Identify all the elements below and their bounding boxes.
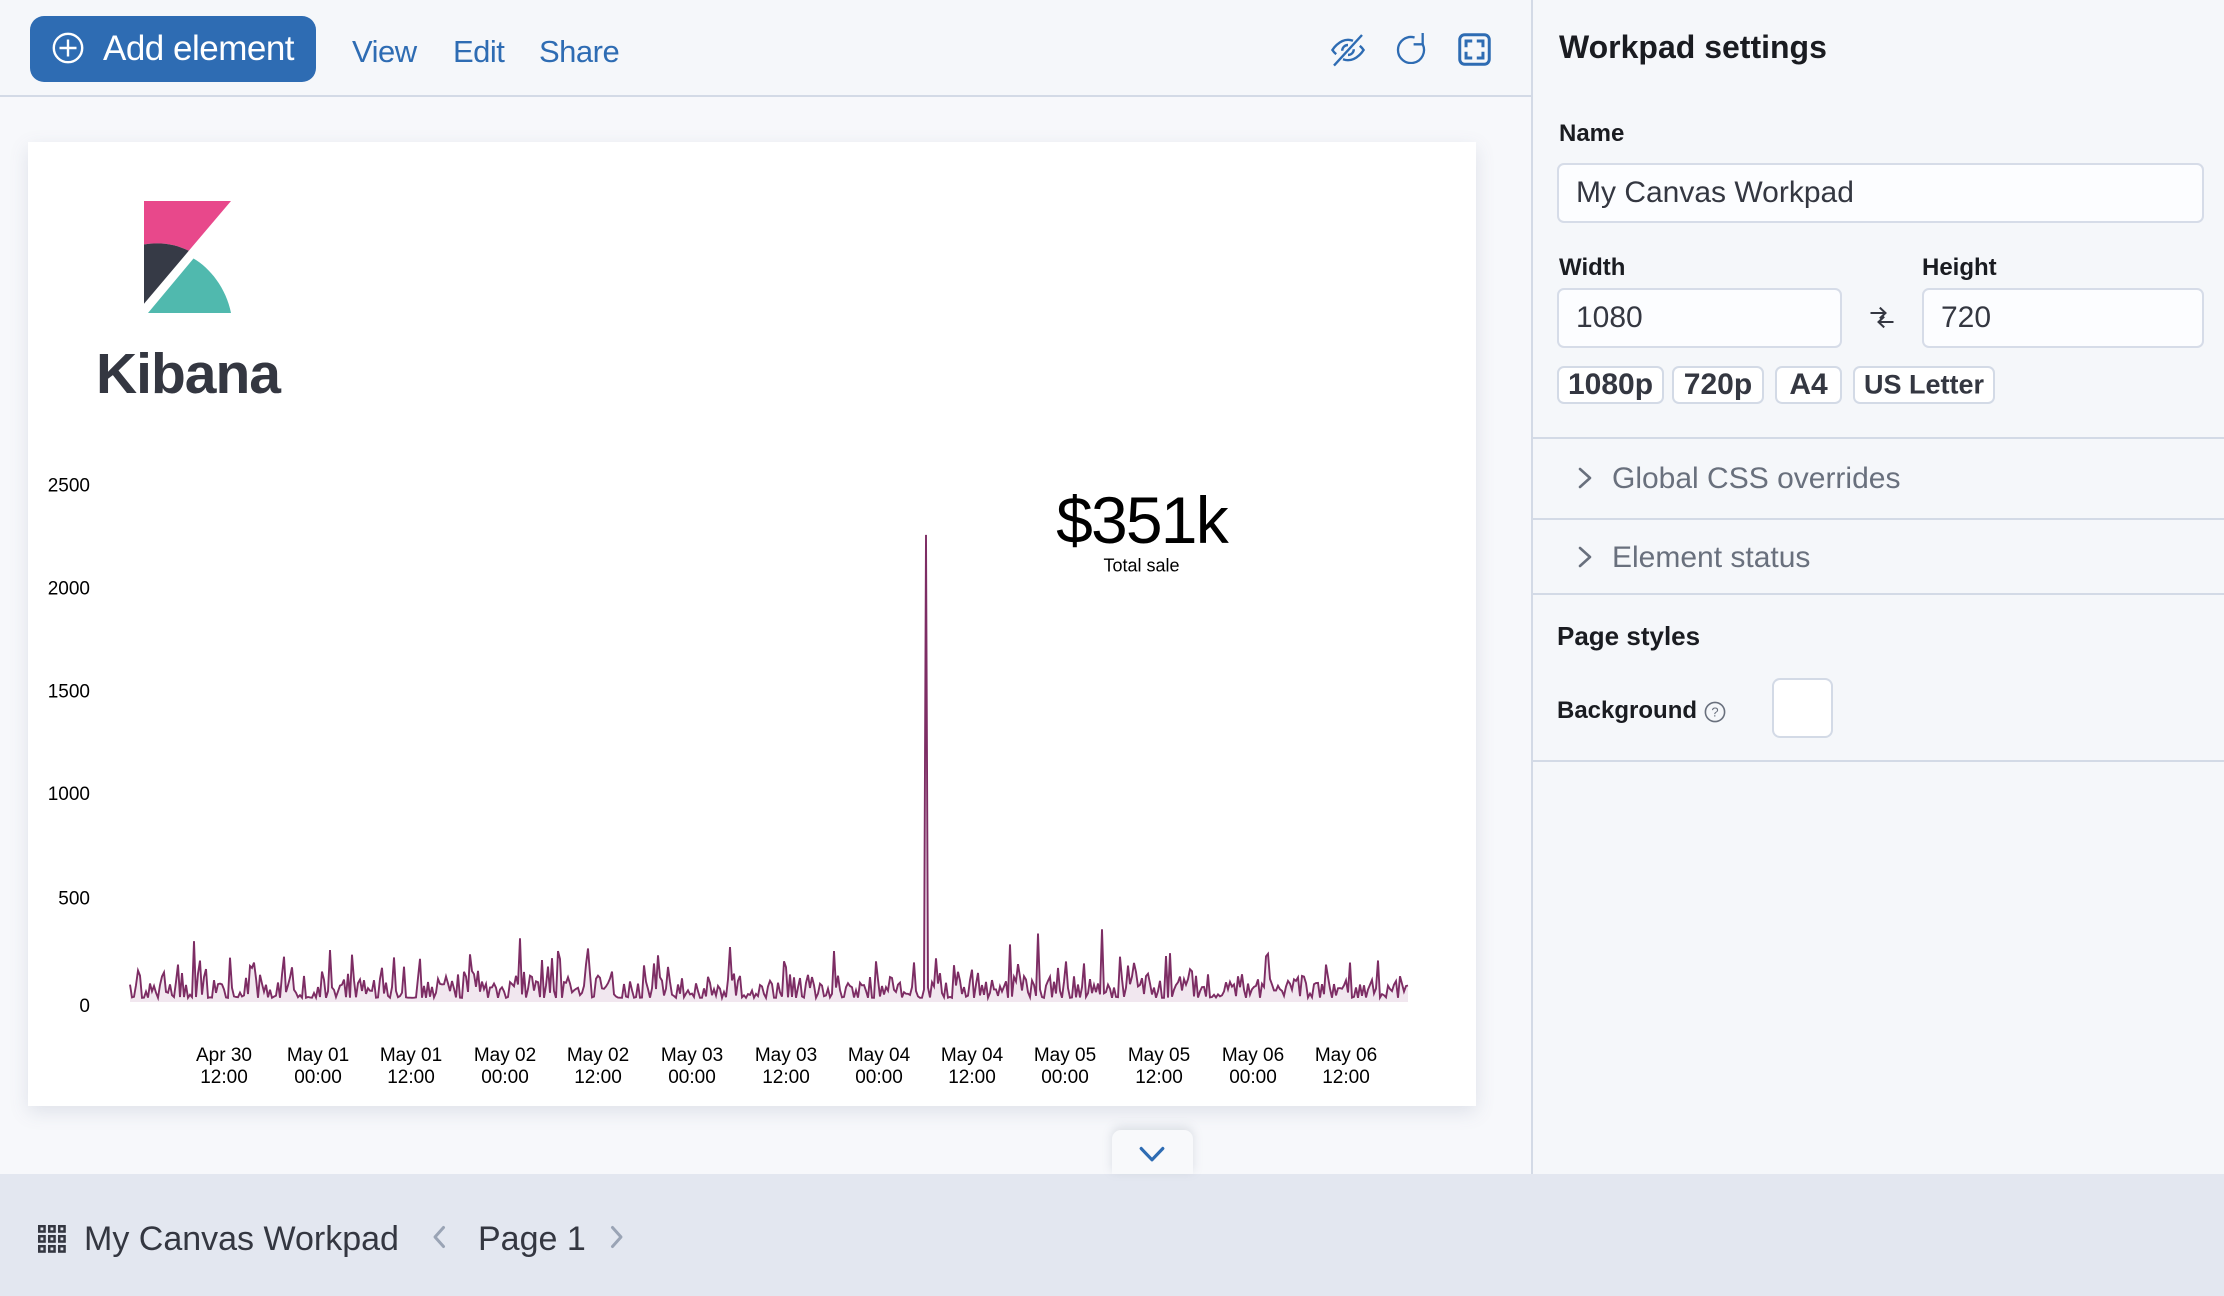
svg-text:?: ? [1711, 705, 1718, 720]
svg-text:00:00: 00:00 [1229, 1067, 1277, 1088]
svg-text:12:00: 12:00 [762, 1067, 810, 1088]
svg-text:12:00: 12:00 [574, 1067, 622, 1088]
svg-text:May 06: May 06 [1222, 1045, 1284, 1066]
svg-text:May 04: May 04 [848, 1045, 911, 1066]
svg-text:Apr 30: Apr 30 [196, 1045, 252, 1066]
svg-text:May 03: May 03 [661, 1045, 723, 1066]
svg-text:00:00: 00:00 [668, 1067, 716, 1088]
svg-text:May 05: May 05 [1034, 1045, 1096, 1066]
svg-text:May 01: May 01 [380, 1045, 442, 1066]
svg-text:12:00: 12:00 [1135, 1067, 1183, 1088]
svg-text:12:00: 12:00 [387, 1067, 435, 1088]
svg-text:500: 500 [58, 889, 90, 910]
svg-text:0: 0 [79, 996, 90, 1017]
svg-text:May 01: May 01 [287, 1045, 349, 1066]
svg-text:1000: 1000 [48, 784, 90, 805]
svg-text:Total sale: Total sale [1103, 556, 1179, 576]
svg-text:$351k: $351k [1056, 483, 1230, 557]
svg-text:May 06: May 06 [1315, 1045, 1377, 1066]
svg-text:00:00: 00:00 [481, 1067, 529, 1088]
svg-text:2500: 2500 [48, 475, 90, 496]
svg-text:May 05: May 05 [1128, 1045, 1190, 1066]
svg-text:12:00: 12:00 [200, 1067, 248, 1088]
svg-text:May 02: May 02 [567, 1045, 629, 1066]
svg-text:00:00: 00:00 [855, 1067, 903, 1088]
svg-text:1500: 1500 [48, 681, 90, 702]
svg-text:May 02: May 02 [474, 1045, 536, 1066]
svg-text:00:00: 00:00 [294, 1067, 342, 1088]
svg-text:2000: 2000 [48, 578, 90, 599]
svg-text:12:00: 12:00 [1322, 1067, 1370, 1088]
svg-text:May 03: May 03 [755, 1045, 817, 1066]
svg-text:12:00: 12:00 [948, 1067, 996, 1088]
svg-text:May 04: May 04 [941, 1045, 1004, 1066]
svg-text:00:00: 00:00 [1041, 1067, 1089, 1088]
